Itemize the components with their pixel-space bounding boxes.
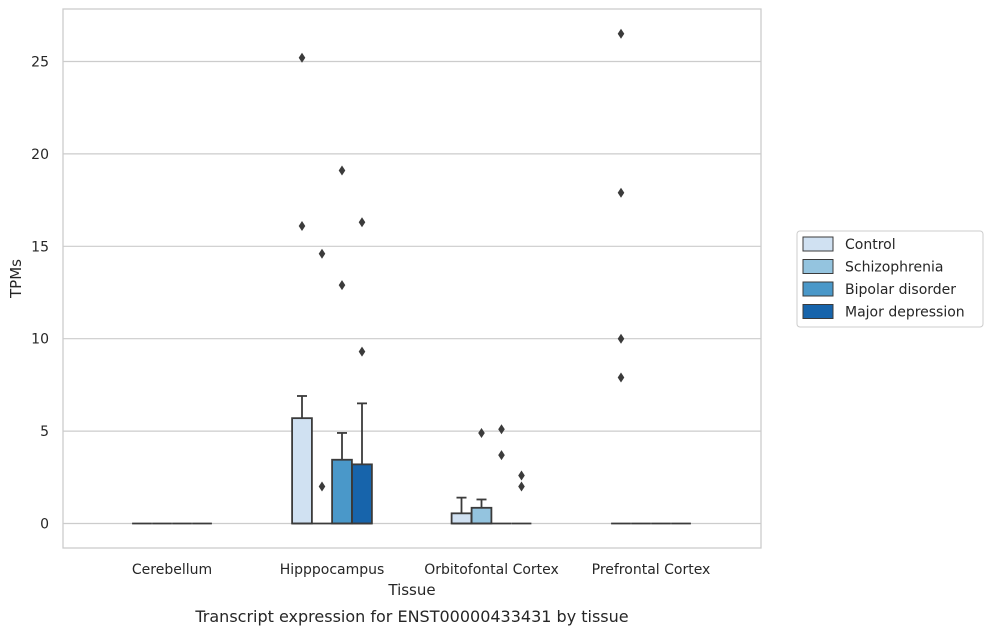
legend-entry: Schizophrenia [845, 260, 943, 276]
gridlines [63, 60, 761, 525]
plot-frame [62, 8, 762, 549]
outlier-point [358, 346, 366, 357]
x-axis-label: Tissue [387, 581, 435, 599]
box [351, 463, 373, 525]
chart-caption: Transcript expression for ENST0000043343… [194, 607, 628, 626]
boxes [132, 28, 691, 525]
x-tick-label: Hipppocampus [280, 562, 385, 578]
y-tick-label: 0 [40, 517, 49, 533]
legend-swatch [802, 236, 834, 252]
outlier-point [518, 470, 525, 481]
y-tick-label: 10 [31, 332, 49, 348]
y-tick-label: 15 [31, 239, 49, 255]
legend-swatch [802, 281, 834, 297]
box [291, 417, 313, 525]
box [331, 458, 353, 525]
box [470, 506, 493, 525]
outlier-point [617, 187, 625, 198]
outlier-point [318, 248, 326, 259]
x-tick-label: Prefrontal Cortex [592, 562, 711, 578]
outlier-point [318, 481, 326, 492]
legend-entry: Bipolar disorder [845, 282, 956, 298]
outlier-point [518, 481, 525, 492]
legend: Control Schizophrenia Bipolar disorder Majo… [796, 230, 984, 328]
outlier-point [498, 450, 505, 461]
outlier-point [298, 220, 306, 231]
y-tick-label: 25 [31, 55, 49, 71]
x-tick-label: Orbitofontal Cortex [424, 562, 559, 578]
outlier-point [338, 165, 346, 176]
outlier-point [298, 52, 306, 63]
legend-entry: Major depression [845, 305, 965, 321]
outlier-point [498, 424, 505, 435]
y-axis-label: TPMs [7, 259, 25, 299]
outlier-point [617, 333, 625, 344]
y-tick-label: 20 [31, 147, 49, 163]
legend-entry: Control [845, 237, 896, 253]
legend-swatch [802, 259, 834, 274]
legend-frame [796, 230, 984, 328]
y-tick-labels: 0 5 10 15 20 25 [31, 55, 49, 533]
outlier-point [358, 217, 366, 228]
outlier-point [338, 280, 346, 291]
box [450, 512, 473, 525]
legend-swatch [802, 304, 834, 319]
x-tick-label: Cerebellum [132, 562, 212, 578]
y-tick-label: 5 [40, 424, 49, 440]
outlier-point [617, 28, 625, 39]
outlier-point [478, 427, 485, 438]
x-tick-labels: Cerebellum Hipppocampus Orbitofontal Corte… [132, 562, 710, 578]
outlier-point [617, 372, 625, 383]
